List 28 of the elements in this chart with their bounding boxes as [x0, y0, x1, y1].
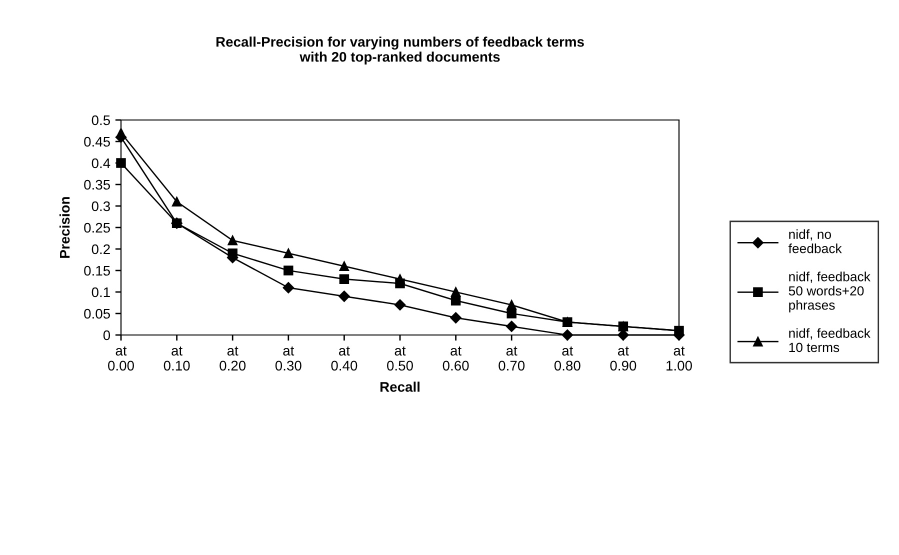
x-tick-label: at 0.60 [442, 346, 469, 371]
legend-label: nidf, feedback 10 terms [789, 328, 870, 352]
x-tick-label: at 0.80 [554, 346, 580, 371]
y-axis-title: Precision [59, 197, 70, 258]
y-tick-label: 0 [103, 330, 110, 340]
y-tick-label: 0.5 [92, 115, 110, 126]
legend-label: nidf, no feedback [788, 229, 842, 254]
y-tick-label: 0.1 [92, 287, 110, 298]
x-tick-label: at 0.00 [108, 346, 134, 371]
x-tick-label: at 0.50 [387, 346, 413, 371]
x-tick-label: at 0.90 [610, 346, 636, 371]
y-tick-label: 0.45 [84, 136, 110, 147]
x-tick-label: at 0.30 [275, 346, 302, 371]
x-tick-label: at 0.20 [220, 346, 246, 371]
chart-title: Recall-Precision for varying numbers of feedback terms with 20 top-ranked documents [216, 36, 584, 65]
y-tick-label: 0.35 [84, 180, 110, 190]
y-tick-label: 0.3 [92, 201, 110, 212]
x-tick-label: at 0.70 [498, 346, 525, 371]
y-tick-label: 0.25 [84, 222, 110, 233]
x-tick-label: at 0.40 [331, 346, 358, 371]
y-tick-label: 0.05 [84, 308, 110, 319]
x-tick-label: at 1.00 [666, 346, 692, 371]
y-tick-label: 0.15 [84, 266, 110, 276]
y-tick-label: 0.2 [92, 244, 110, 254]
legend-label: nidf, feedback 50 words+20 phrases [788, 272, 870, 312]
x-tick-label: at 0.10 [164, 346, 190, 371]
x-axis-title: Recall [380, 382, 420, 392]
y-tick-label: 0.4 [92, 158, 110, 168]
